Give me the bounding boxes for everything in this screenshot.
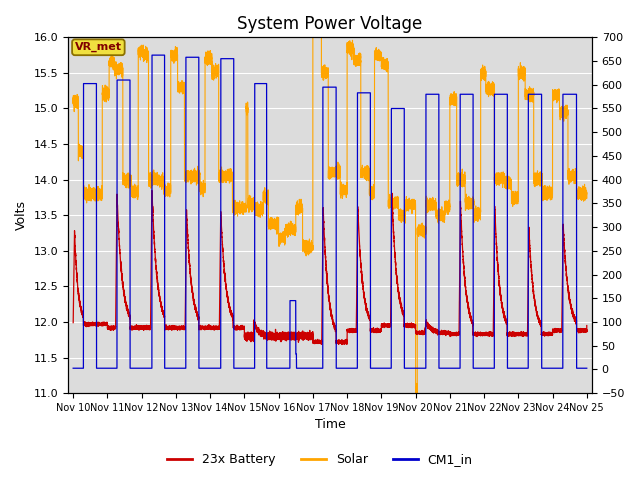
Text: VR_met: VR_met	[75, 42, 122, 52]
Legend: 23x Battery, Solar, CM1_in: 23x Battery, Solar, CM1_in	[163, 448, 477, 471]
Title: System Power Voltage: System Power Voltage	[237, 15, 422, 33]
X-axis label: Time: Time	[315, 419, 346, 432]
Y-axis label: Volts: Volts	[15, 200, 28, 230]
